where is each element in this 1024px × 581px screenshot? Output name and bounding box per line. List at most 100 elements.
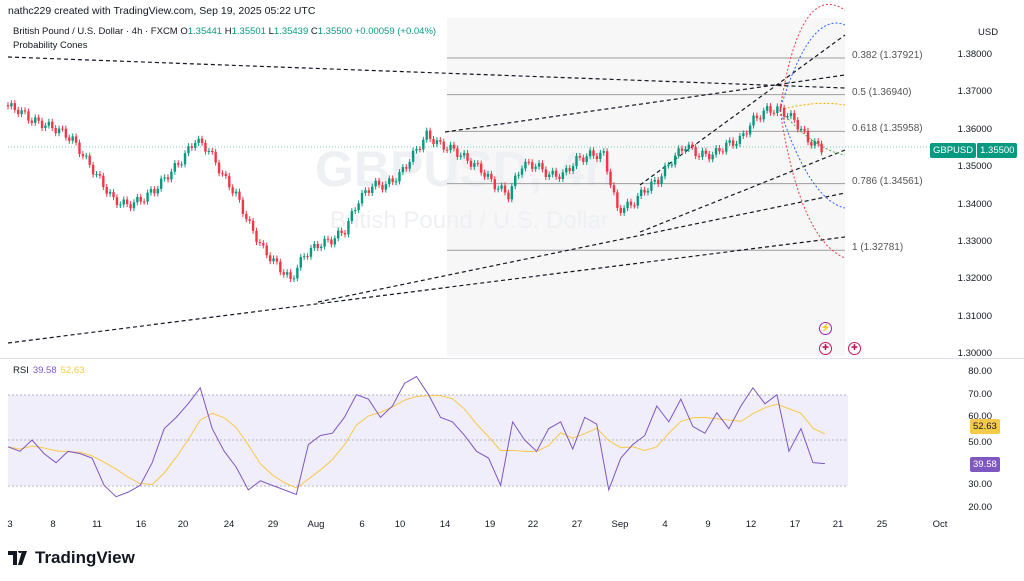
- candle-body: [779, 106, 782, 108]
- candle-body: [483, 172, 486, 177]
- candle-body: [177, 163, 180, 165]
- candle-body: [17, 109, 20, 115]
- rsi-tick: 70.00: [968, 388, 992, 400]
- time-tick: 16: [135, 519, 147, 530]
- lightning-icon[interactable]: ⚡: [819, 322, 832, 335]
- candles: [6, 100, 823, 282]
- candle-body: [541, 163, 544, 170]
- candle-body: [445, 149, 449, 151]
- candle-body: [149, 189, 153, 193]
- rsi-tick: 80.00: [968, 366, 992, 377]
- candle-body: [85, 155, 88, 157]
- pane-divider[interactable]: [0, 358, 1024, 359]
- candle-body: [714, 148, 718, 155]
- candle-body: [374, 180, 377, 187]
- candle-body: [44, 125, 47, 129]
- candle-body: [633, 205, 636, 207]
- rsi-ma-line: [7, 395, 826, 489]
- candle-body: [558, 176, 561, 179]
- candle-body: [531, 162, 534, 169]
- time-tick: 12: [745, 519, 757, 530]
- candle-body: [435, 140, 439, 145]
- candle-body: [272, 258, 275, 262]
- flag-icon[interactable]: ✚: [848, 342, 861, 355]
- candle-body: [439, 140, 442, 142]
- candle-body: [674, 155, 677, 165]
- time-tick: 3: [7, 519, 13, 530]
- symbol-legend[interactable]: British Pound / U.S. Dollar · 4h · FXCM …: [13, 26, 436, 37]
- candle-body: [643, 189, 646, 193]
- candle-body: [609, 171, 612, 186]
- candle-body: [810, 142, 813, 146]
- rsi-tick: 50.00: [968, 437, 992, 448]
- tradingview-logo[interactable]: TradingView: [8, 548, 135, 568]
- candle-body: [462, 153, 466, 156]
- candle-body: [364, 190, 367, 193]
- candle-body: [74, 136, 78, 143]
- candle-body: [306, 256, 309, 258]
- time-tick: 17: [789, 519, 801, 530]
- flag-icon[interactable]: ✚: [819, 342, 832, 355]
- price-tick: 1.31000: [957, 310, 992, 322]
- candle-body: [30, 120, 34, 123]
- price-tag-value: 1.35500: [976, 143, 1018, 158]
- cone-mid-low: [779, 109, 846, 156]
- candle-body: [479, 163, 483, 173]
- candle-body: [156, 188, 159, 194]
- fib-label: 0.786 (1.34561): [852, 175, 923, 187]
- rsi-levels: [8, 394, 848, 487]
- candle-body: [47, 121, 51, 126]
- candle-body: [319, 246, 323, 249]
- cone-lower-outer: [779, 109, 846, 259]
- close-value: 1.35500: [317, 26, 353, 37]
- candle-body: [146, 192, 149, 202]
- candle-body: [330, 239, 333, 245]
- candle-body: [701, 150, 704, 157]
- candle-body: [663, 165, 667, 177]
- candle-body: [428, 130, 432, 139]
- price-tag: GBPUSD 1.35500: [930, 143, 1018, 158]
- candle-body: [367, 190, 371, 193]
- candle-body: [54, 128, 57, 134]
- rsi-tick: 20.00: [968, 502, 992, 514]
- rsi-legend[interactable]: RSI 39.58 52.63: [13, 365, 84, 376]
- candle-body: [605, 151, 609, 172]
- candle-body: [221, 173, 224, 175]
- candle-body: [548, 174, 551, 178]
- candle-body: [442, 141, 445, 150]
- candle-body: [258, 241, 262, 244]
- candle-body: [704, 150, 708, 154]
- open-value: 1.35441: [187, 26, 223, 37]
- candle-body: [248, 219, 251, 221]
- study-label[interactable]: Probability Cones: [13, 40, 88, 51]
- candle-body: [238, 191, 241, 200]
- candle-body: [697, 156, 701, 158]
- candle-body: [282, 272, 285, 275]
- candle-body: [105, 187, 108, 194]
- candle-body: [197, 138, 200, 143]
- candle-body: [333, 238, 336, 245]
- candle-body: [622, 208, 626, 213]
- rsi-line: [7, 375, 826, 498]
- price-tick: 1.34000: [957, 198, 992, 210]
- time-tick: 21: [832, 519, 844, 530]
- fib-zone-background: [447, 18, 845, 356]
- candle-body: [554, 170, 558, 177]
- candle-body: [224, 173, 228, 176]
- candle-body: [711, 154, 714, 160]
- candle-body: [595, 155, 599, 160]
- candle-body: [398, 172, 401, 182]
- candle-body: [255, 230, 258, 242]
- candle-body: [616, 192, 619, 208]
- candle-body: [742, 133, 745, 136]
- candle-body: [194, 142, 197, 148]
- cone-lower-inner: [779, 109, 846, 209]
- candle-body: [422, 139, 425, 150]
- candle-body: [490, 173, 493, 180]
- candle-body: [37, 117, 40, 121]
- price-tick: 1.37000: [957, 86, 992, 98]
- candle-body: [813, 141, 816, 146]
- time-tick: 27: [571, 519, 583, 530]
- candle-body: [285, 272, 289, 275]
